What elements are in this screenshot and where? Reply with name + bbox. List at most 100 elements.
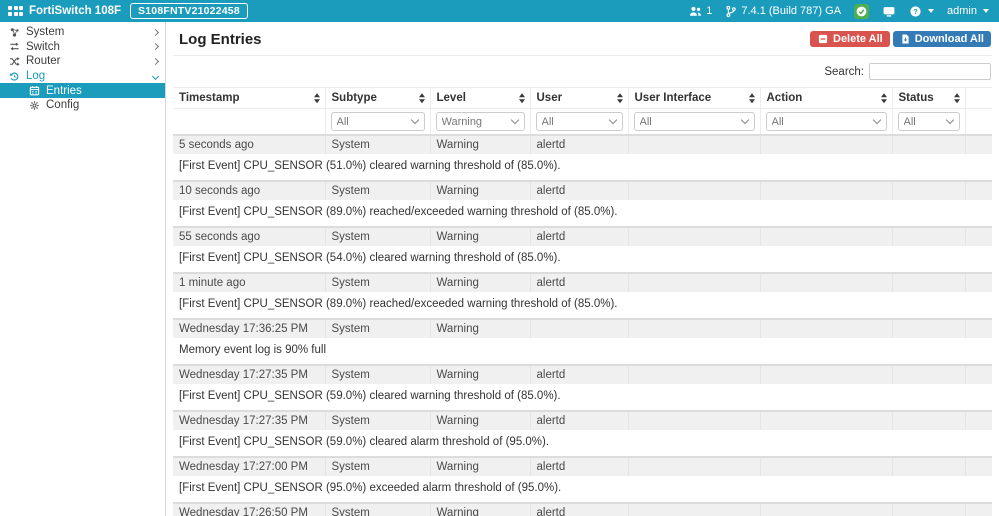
cell-action: [760, 456, 893, 476]
log-entry-message-row: Memory event log is 90% full: [173, 338, 992, 365]
column-header-subtype[interactable]: Subtype: [325, 87, 431, 109]
cell-timestamp: 10 seconds ago: [173, 180, 326, 200]
cell-user: alertd: [530, 134, 629, 154]
log-entry-message-row: [First Event] CPU_SENSOR (89.0%) reached…: [173, 292, 992, 319]
chevron-down-icon: [928, 9, 935, 13]
column-header-level[interactable]: Level: [430, 87, 531, 109]
log-icon: [9, 71, 20, 82]
cell-subtype: System: [325, 272, 431, 292]
log-message: [First Event] CPU_SENSOR (54.0%) cleared…: [179, 252, 561, 264]
logged-in-users[interactable]: 1: [689, 5, 712, 18]
help-menu[interactable]: ?: [909, 5, 935, 18]
cell-subtype: System: [325, 134, 431, 154]
users-icon: [689, 5, 702, 18]
filter-select-status[interactable]: All: [897, 112, 960, 131]
cell-action: [760, 502, 893, 516]
cell-blank: [965, 410, 992, 430]
column-header-blank: [965, 87, 992, 109]
column-header-user[interactable]: User: [530, 87, 629, 109]
log-entry-message-row: [First Event] CPU_SENSOR (89.0%) reached…: [173, 200, 992, 227]
firmware-version[interactable]: 7.4.1 (Build 787) GA: [725, 5, 841, 18]
monitor-icon: [882, 4, 896, 18]
topbar-right: 1 7.4.1 (Build 787) GA ? admin: [689, 3, 989, 19]
serial-number-badge[interactable]: S108FNTV21022458: [130, 3, 248, 19]
filter-cell-status: All: [892, 108, 966, 136]
log-message: [First Event] CPU_SENSOR (59.0%) cleared…: [179, 436, 550, 448]
sidebar-item-switch[interactable]: Switch: [0, 40, 165, 55]
log-entry-row[interactable]: 1 minute ago System Warning alertd: [173, 272, 992, 292]
cell-user-interface: [628, 410, 761, 430]
download-file-icon: [900, 33, 911, 45]
cell-timestamp: Wednesday 17:26:50 PM: [173, 502, 326, 516]
table-header-row: Timestamp Subtype Level User User Interface A…: [173, 87, 992, 109]
cell-level: Warning: [430, 180, 531, 200]
version-label: 7.4.1 (Build 787) GA: [741, 5, 842, 17]
sort-icon: [748, 93, 755, 103]
download-all-button[interactable]: Download All: [892, 31, 991, 47]
log-table: Timestamp Subtype Level User User Interface A…: [173, 87, 992, 516]
log-entry-row[interactable]: Wednesday 17:27:35 PM System Warning alertd: [173, 364, 992, 384]
cell-subtype: System: [325, 456, 431, 476]
cell-user-interface: [628, 364, 761, 384]
column-header-timestamp[interactable]: Timestamp: [173, 87, 326, 109]
cell-subtype: System: [325, 226, 431, 246]
log-entry-row[interactable]: 55 seconds ago System Warning alertd: [173, 226, 992, 246]
main-content: Log Entries Delete All Download All Sear…: [166, 22, 999, 516]
cell-timestamp: Wednesday 17:27:35 PM: [173, 364, 326, 384]
filter-cell-blank: [965, 108, 992, 136]
filter-select-action[interactable]: All: [765, 112, 887, 131]
sort-icon: [518, 93, 525, 103]
cell-user: [530, 318, 629, 338]
sidebar-item-label: Switch: [26, 40, 60, 53]
cell-status: [892, 410, 966, 430]
sidebar-item-router[interactable]: Router: [0, 54, 165, 69]
cell-level: Warning: [430, 364, 531, 384]
cell-level: Warning: [430, 318, 531, 338]
page-header: Log Entries Delete All Download All: [173, 22, 992, 56]
log-message: [First Event] CPU_SENSOR (89.0%) reached…: [179, 298, 618, 310]
log-entry-row[interactable]: Wednesday 17:26:50 PM System Warning alertd: [173, 502, 992, 516]
branch-icon: [725, 5, 737, 18]
delete-all-button[interactable]: Delete All: [810, 31, 890, 47]
cell-status: [892, 318, 966, 338]
sidebar-item-entries[interactable]: Entries: [0, 83, 165, 98]
admin-menu[interactable]: admin: [947, 5, 989, 17]
cell-timestamp: Wednesday 17:36:25 PM: [173, 318, 326, 338]
filter-select-user-interface[interactable]: All: [633, 112, 755, 131]
filter-select-subtype[interactable]: All: [330, 112, 425, 131]
sort-icon: [616, 93, 623, 103]
log-entry-row[interactable]: Wednesday 17:36:25 PM System Warning: [173, 318, 992, 338]
fortinet-logo-icon: [8, 5, 23, 17]
sort-icon: [953, 93, 960, 103]
system-status-badge[interactable]: [854, 3, 870, 19]
cell-status: [892, 226, 966, 246]
cell-action: [760, 134, 893, 154]
cli-console-button[interactable]: [882, 4, 896, 18]
sidebar-item-label: Entries: [46, 84, 82, 97]
search-input[interactable]: [869, 63, 991, 80]
cell-action: [760, 318, 893, 338]
cell-user-interface: [628, 180, 761, 200]
cell-user: alertd: [530, 410, 629, 430]
cell-blank: [965, 134, 992, 154]
column-header-status[interactable]: Status: [892, 87, 966, 109]
log-entry-row[interactable]: Wednesday 17:27:00 PM System Warning alertd: [173, 456, 992, 476]
column-header-user-interface[interactable]: User Interface: [628, 87, 761, 109]
cell-blank: [965, 456, 992, 476]
cell-status: [892, 180, 966, 200]
cell-subtype: System: [325, 410, 431, 430]
log-message: [First Event] CPU_SENSOR (95.0%) exceede…: [179, 482, 562, 494]
sidebar-item-log[interactable]: Log: [0, 69, 165, 84]
sidebar-item-system[interactable]: System: [0, 25, 165, 40]
cell-user: alertd: [530, 502, 629, 516]
column-header-action[interactable]: Action: [760, 87, 893, 109]
sidebar-item-config[interactable]: Config: [0, 98, 165, 113]
log-message: [First Event] CPU_SENSOR (59.0%) cleared…: [179, 390, 561, 402]
log-entry-row[interactable]: 10 seconds ago System Warning alertd: [173, 180, 992, 200]
log-entry-row[interactable]: 5 seconds ago System Warning alertd: [173, 134, 992, 154]
log-entry-row[interactable]: Wednesday 17:27:35 PM System Warning alertd: [173, 410, 992, 430]
filter-select-user[interactable]: All: [535, 112, 623, 131]
cell-action: [760, 226, 893, 246]
table-filter-row: All Warning All All All All: [173, 108, 992, 136]
filter-select-level[interactable]: Warning: [435, 112, 525, 131]
